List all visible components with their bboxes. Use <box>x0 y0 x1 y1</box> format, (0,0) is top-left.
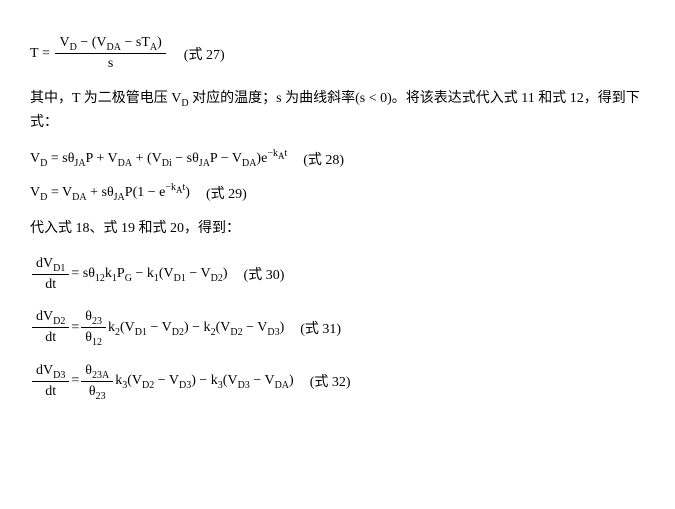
eq31-label: (式 31) <box>300 318 341 338</box>
eq27-lhs: T <box>30 46 39 62</box>
equation-30: dVD1 dt = sθ12k1PG − k1(VD1 − VD2) (式 30… <box>30 255 645 294</box>
eq27-label: (式 27) <box>184 44 225 64</box>
equation-32: dVD3 dt = θ23A θ23 k3(VD2 − VD3) − k3(VD… <box>30 362 645 401</box>
equation-28: VD = sθJAP + VDA + (VDi − sθJAP − VDA)e−… <box>30 149 645 169</box>
equation-31: dVD2 dt = θ23 θ12 k2(VD1 − VD2) − k2(VD2… <box>30 308 645 347</box>
paragraph-2: 代入式 18、式 19 和式 20，得到： <box>30 217 645 241</box>
paragraph-1: 其中，T 为二极管电压 VD 对应的温度；s 为曲线斜率(s < 0)。将该表达… <box>30 87 645 135</box>
eq30-label: (式 30) <box>244 264 285 284</box>
equation-27: T = VD − (VDA − sTA) s (式 27) <box>30 34 645 73</box>
eq32-label: (式 32) <box>310 371 351 391</box>
eq29-label: (式 29) <box>206 183 247 203</box>
eq27-fraction: VD − (VDA − sTA) s <box>55 34 165 73</box>
eq28-label: (式 28) <box>303 149 344 169</box>
equation-29: VD = VDA + sθJAP(1 − e−kAt) (式 29) <box>30 183 645 203</box>
